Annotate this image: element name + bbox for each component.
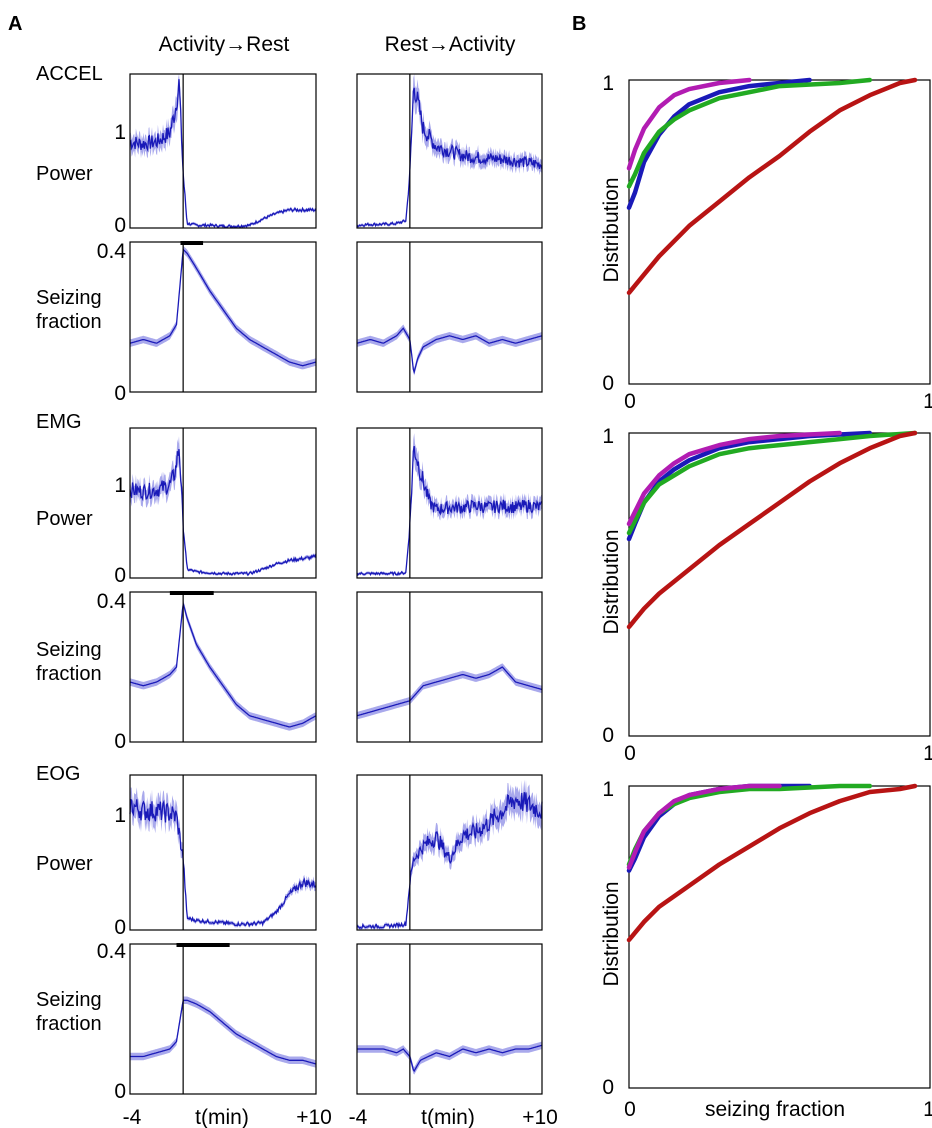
cdf-curve-red [626, 430, 918, 630]
tick-power-1: 1 [114, 804, 126, 827]
mean-trace-line [356, 792, 543, 930]
xlabel-time-left: t(min) [195, 1106, 249, 1128]
xtick-right-min: -4 [349, 1106, 368, 1128]
mean-trace-line [356, 87, 543, 228]
plot-frame [129, 241, 317, 393]
cdf-ytick-1: 1 [602, 425, 614, 448]
seizing-label: Seizing [36, 639, 102, 661]
mean-trace-line [129, 603, 317, 728]
mean-trace-line [356, 445, 543, 577]
cdf-ytick-0: 0 [602, 1076, 614, 1099]
tick-sz-04: 0.4 [97, 590, 127, 613]
cdf-curve-red [626, 77, 918, 296]
tick-sz-0: 0 [114, 730, 126, 753]
panel-label-a: A [8, 13, 22, 35]
power-label: Power [36, 163, 93, 185]
trace-error-band [130, 436, 316, 577]
modality-label-accel: ACCEL [36, 63, 103, 85]
plot-frame [356, 241, 543, 393]
tick-sz-04: 0.4 [97, 940, 127, 963]
trace-error-band [130, 600, 316, 731]
cdf-xtick-0: 0 [624, 390, 636, 413]
seizing-label: Seizing [36, 287, 102, 309]
trace-error-band [357, 74, 542, 228]
trace-error-band [130, 996, 316, 1068]
mean-trace-line [130, 999, 317, 1065]
tick-power-1: 1 [114, 121, 126, 144]
power-label: Power [36, 508, 93, 530]
cdf-xtick-1: 1 [923, 742, 932, 765]
cdf-curve-green [626, 783, 873, 867]
mean-trace-line [129, 248, 317, 367]
plot-frame [129, 591, 317, 743]
cdf-xlabel: seizing fraction [705, 1098, 845, 1121]
xlabel-time-right: t(min) [421, 1106, 475, 1128]
trace-error-band [130, 245, 316, 370]
plot-frame [129, 427, 317, 579]
cdf-curve-magenta [626, 77, 752, 171]
tick-sz-0: 0 [114, 382, 126, 405]
modality-label-eog: EOG [36, 763, 80, 785]
tick-sz-04: 0.4 [97, 240, 127, 263]
trace-error-band [357, 324, 542, 376]
panel-label-b: B [572, 13, 586, 35]
plot-frame [356, 591, 543, 743]
cdf-curve-green [626, 430, 918, 536]
trace-error-band [130, 74, 316, 228]
column-title-activity-rest: Activity→Rest [159, 33, 290, 56]
fraction-label: fraction [36, 663, 102, 685]
plot-frame [356, 427, 543, 579]
cdf-xtick-1: 1 [923, 390, 932, 413]
cdf-xtick-0: 0 [624, 742, 636, 765]
fraction-label: fraction [36, 1013, 102, 1035]
tick-power-0: 0 [114, 564, 126, 587]
trace-error-band [357, 1041, 542, 1075]
power-label: Power [36, 853, 93, 875]
mean-trace-line [129, 79, 317, 229]
cdf-ylabel: Distribution [600, 881, 623, 986]
xtick-left-max: +10 [296, 1106, 332, 1128]
plot-layer [129, 73, 931, 1095]
cdf-xtick-0: 0 [624, 1098, 636, 1121]
tick-sz-0: 0 [114, 1080, 126, 1103]
mean-trace-line [356, 327, 543, 375]
plot-frame [356, 943, 543, 1095]
cdf-curve-blue [626, 77, 812, 210]
fraction-label: fraction [36, 311, 102, 333]
plot-frame [356, 774, 543, 931]
mean-trace-line [356, 666, 543, 717]
cdf-ytick-0: 0 [602, 724, 614, 747]
mean-trace-line [129, 449, 317, 576]
trace-error-band [130, 787, 316, 928]
column-title-rest-activity: Rest→Activity [385, 33, 516, 56]
mean-trace-line [129, 798, 317, 928]
plot-frame [129, 73, 317, 229]
cdf-curve-green [626, 77, 873, 189]
tick-power-1: 1 [114, 474, 126, 497]
plot-frame [129, 774, 317, 931]
plot-frame [356, 73, 543, 229]
xtick-left-min: -4 [123, 1106, 142, 1128]
cdf-ytick-0: 0 [602, 372, 614, 395]
cdf-frame [628, 79, 931, 385]
seizing-label: Seizing [36, 989, 102, 1011]
cdf-curve-red [626, 783, 918, 943]
cdf-xtick-1: 1 [923, 1098, 932, 1121]
tick-power-0: 0 [114, 214, 126, 237]
mean-trace-line [357, 1044, 543, 1073]
trace-error-band [357, 663, 542, 720]
cdf-curve-magenta [626, 430, 842, 527]
cdf-curve-magenta [626, 783, 782, 870]
cdf-ylabel: Distribution [600, 529, 623, 634]
cdf-frame [628, 785, 931, 1089]
trace-error-band [357, 433, 542, 577]
cdf-frame [628, 432, 931, 737]
tick-power-0: 0 [114, 916, 126, 939]
cdf-ytick-1: 1 [602, 72, 614, 95]
xtick-right-max: +10 [522, 1106, 558, 1128]
modality-label-emg: EMG [36, 411, 82, 433]
cdf-ylabel: Distribution [600, 177, 623, 282]
cdf-ytick-1: 1 [602, 778, 614, 801]
